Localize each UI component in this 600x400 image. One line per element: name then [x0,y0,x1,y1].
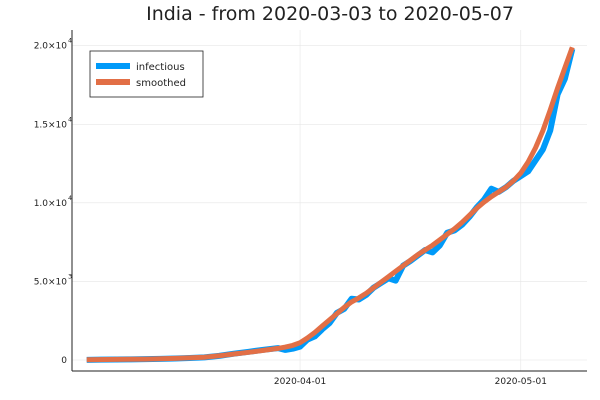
y-tick-exponent: 4 [68,37,72,45]
grid [72,30,587,371]
chart-title: India - from 2020-03-03 to 2020-05-07 [146,3,514,25]
x-tick-label: 2020-05-01 [495,377,547,387]
y-tick-exponent: 3 [68,272,72,280]
legend: infectious smoothed [89,50,204,98]
series-layer [86,46,576,363]
y-tick-label: 0 [61,356,67,366]
y-tick-label: 1.5×10 [34,120,68,130]
series-line-smoothed [86,46,575,363]
y-tick-label: 2.0×10 [34,42,68,52]
y-tick-label: 1.0×10 [34,199,68,209]
axes [71,30,587,372]
legend-box [89,50,204,98]
y-tick-label: 5.0×10 [34,277,68,287]
legend-label-infectious: infectious [136,62,185,73]
y-tick-exponent: 4 [68,115,72,123]
y-tick-exponent: 4 [68,194,72,202]
legend-label-smoothed: smoothed [136,78,186,89]
x-tick-label: 2020-04-01 [274,377,326,387]
